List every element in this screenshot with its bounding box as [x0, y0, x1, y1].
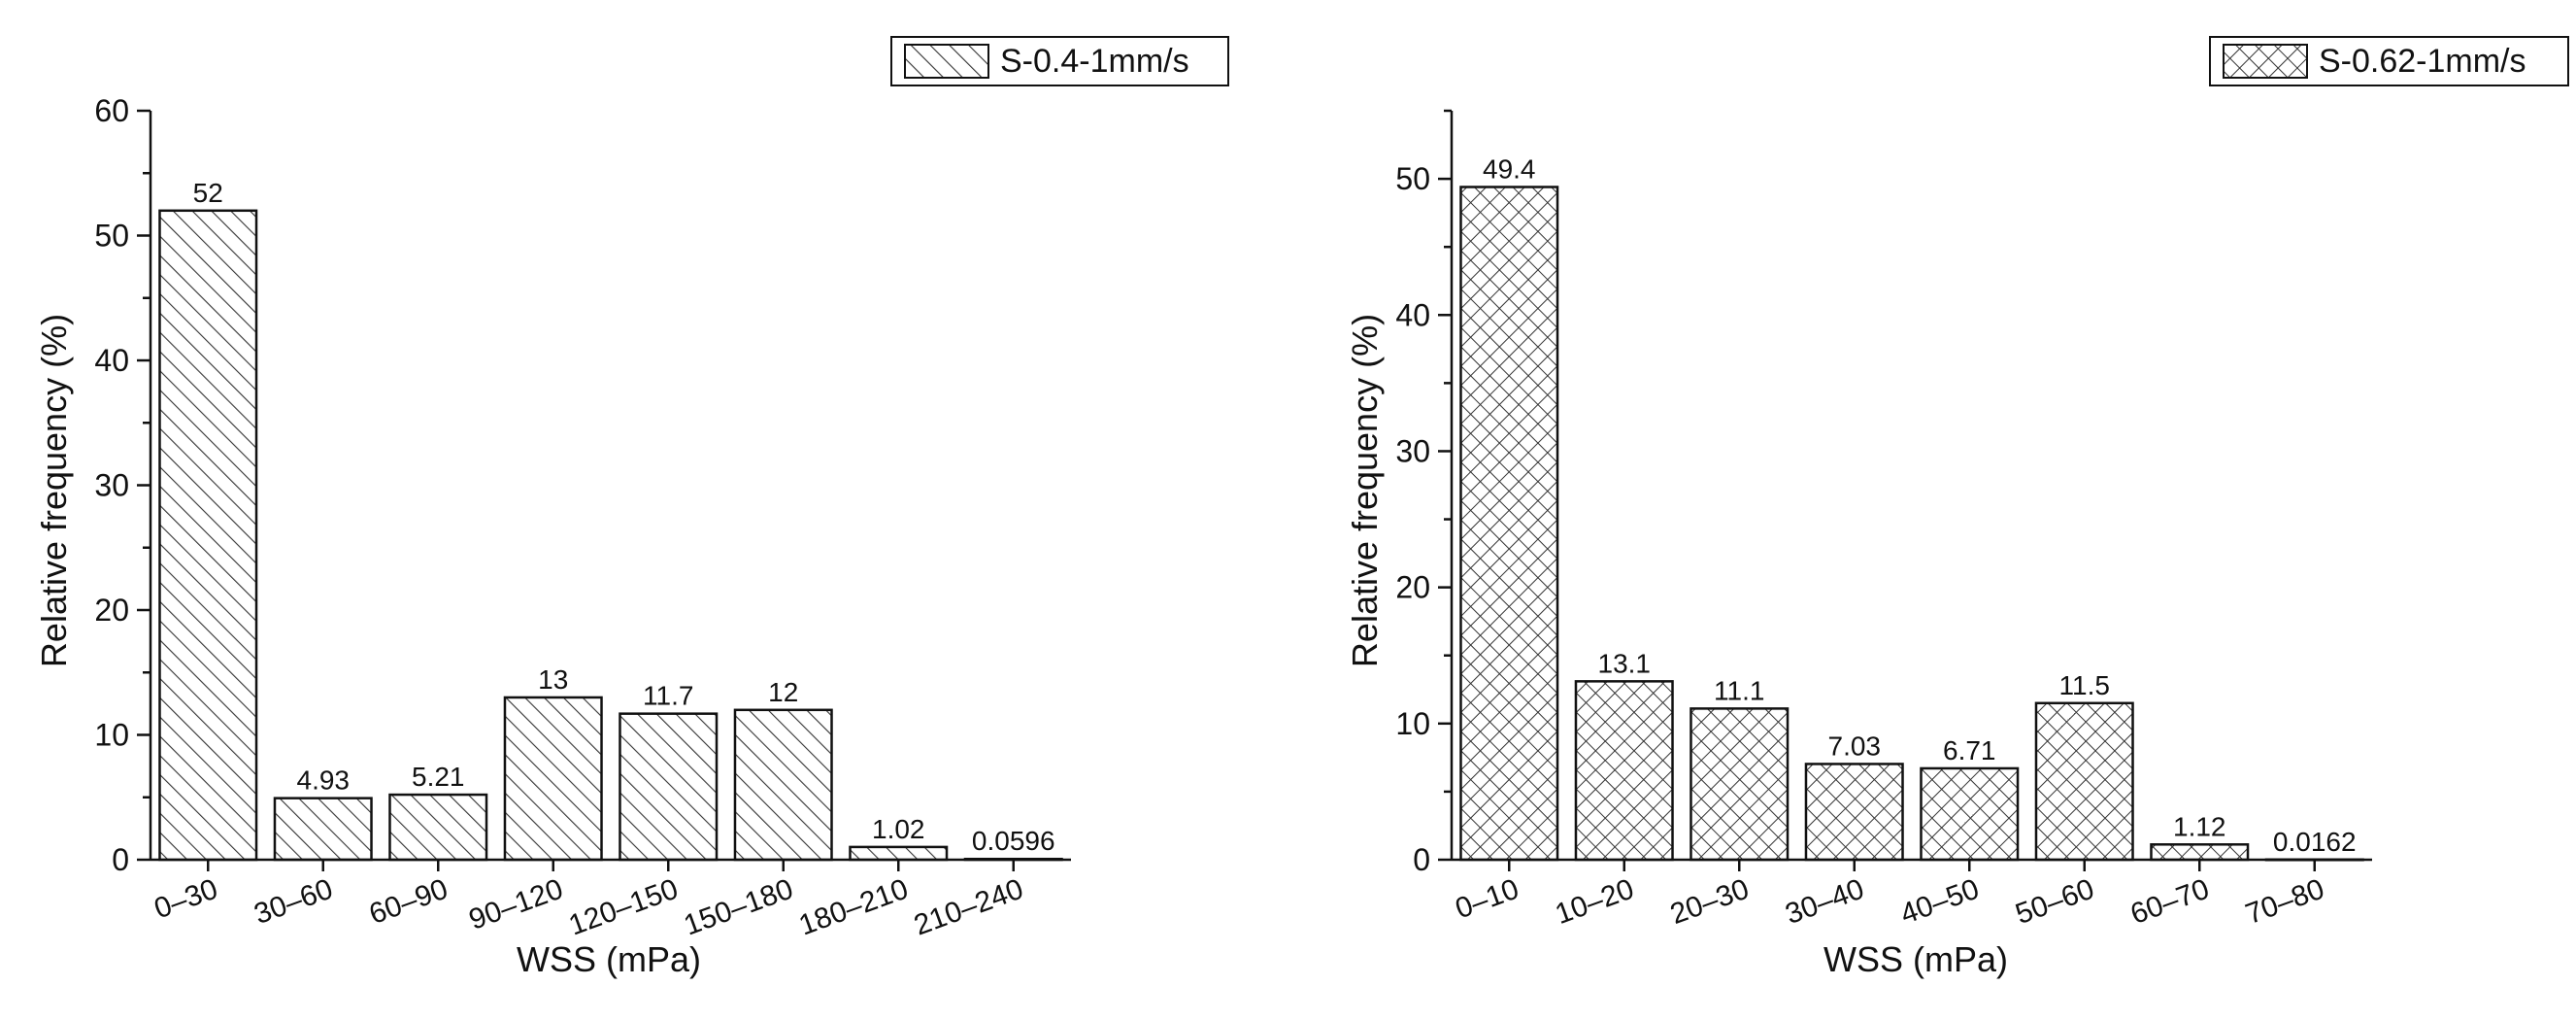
x-tick-label: 0–30 [151, 873, 222, 926]
bar-value-label: 0.0596 [972, 826, 1055, 856]
bar [1804, 763, 1904, 862]
bar-value-label: 13.1 [1598, 648, 1652, 678]
x-tick-label: 0–10 [1452, 873, 1523, 926]
x-tick-label: 120–150 [565, 873, 683, 942]
bar [1459, 186, 1559, 862]
y-tick-label: 30 [94, 468, 129, 503]
bar [273, 797, 373, 862]
y-tick-label: 0 [1413, 842, 1430, 877]
bar [1574, 680, 1674, 862]
x-tick-label: 210–240 [910, 873, 1027, 942]
bar-value-label: 11.5 [2059, 670, 2110, 700]
bar-value-label: 11.1 [1714, 675, 1764, 705]
x-tick-label: 60–90 [365, 873, 452, 932]
legend-label: S-0.4-1mm/s [1000, 43, 1189, 80]
bar-value-label: 1.12 [2173, 811, 2226, 841]
x-axis-title: WSS (mPa) [1823, 939, 2008, 979]
y-tick-label: 40 [94, 343, 129, 378]
y-axis-title: Relative frequency (%) [1345, 314, 1385, 667]
x-axis-title: WSS (mPa) [517, 939, 701, 979]
x-tick-label: 30–60 [250, 873, 337, 932]
bar [158, 209, 258, 862]
bar-value-label: 4.93 [297, 765, 351, 796]
x-tick-label: 60–70 [2126, 873, 2214, 932]
bar [503, 696, 603, 862]
bar [1920, 766, 2020, 862]
bar [849, 845, 949, 862]
bar [1689, 707, 1790, 862]
bar-value-label: 49.4 [1483, 154, 1536, 185]
bar [388, 793, 488, 862]
y-tick-label: 50 [1395, 161, 1430, 196]
y-tick-label: 0 [112, 842, 129, 877]
bar [2150, 843, 2250, 862]
bar [619, 712, 719, 862]
bar-value-label: 13 [538, 664, 568, 695]
legend-swatch [904, 44, 989, 79]
y-axis-title: Relative frequency (%) [34, 314, 74, 667]
left-plot-area: 0 10 20 30 40 50 60 52 0–30 4.93 30–60 5.21 60–90 13 9… [94, 93, 1063, 942]
x-tick-label: 180–210 [795, 873, 913, 942]
chart-left: S-0.4-1mm/s Relative frequency (%) WSS (… [34, 36, 1229, 979]
right-plot-area: 0 10 20 30 40 50 49.4 0–10 13.1 10–20 11.1 20–30 7.0… [1395, 109, 2364, 932]
bar-value-label: 11.7 [643, 681, 693, 711]
bar-value-label: 52 [193, 178, 223, 208]
bar-value-label: 5.21 [412, 762, 465, 792]
x-tick-label: 90–120 [465, 873, 567, 936]
legend-swatch [2223, 44, 2308, 79]
bar [733, 708, 833, 862]
x-tick-label: 20–30 [1666, 873, 1754, 932]
bar-value-label: 6.71 [1943, 735, 1996, 765]
bar-value-label: 1.02 [872, 814, 925, 844]
chart-right: S-0.62-1mm/s Relative frequency (%) WSS … [1345, 36, 2569, 979]
bar-value-label: 0.0162 [2273, 827, 2357, 857]
x-tick-label: 50–60 [2011, 873, 2098, 932]
y-tick-label: 50 [94, 219, 129, 254]
x-tick-label: 10–20 [1551, 873, 1638, 932]
y-tick-label: 20 [94, 593, 129, 628]
x-tick-label: 70–80 [2241, 873, 2328, 932]
legend-label: S-0.62-1mm/s [2319, 43, 2526, 80]
y-tick-label: 10 [1395, 706, 1430, 741]
x-tick-label: 30–40 [1781, 873, 1868, 932]
bar-value-label: 7.03 [1828, 731, 1882, 761]
x-tick-label: 150–180 [680, 873, 797, 942]
y-tick-label: 60 [94, 93, 129, 128]
bar [2034, 701, 2134, 862]
y-tick-label: 30 [1395, 433, 1430, 468]
y-tick-label: 10 [94, 718, 129, 753]
x-tick-label: 40–50 [1896, 873, 1984, 932]
bar-value-label: 12 [768, 677, 798, 707]
y-tick-label: 40 [1395, 297, 1430, 332]
y-tick-label: 20 [1395, 570, 1430, 605]
